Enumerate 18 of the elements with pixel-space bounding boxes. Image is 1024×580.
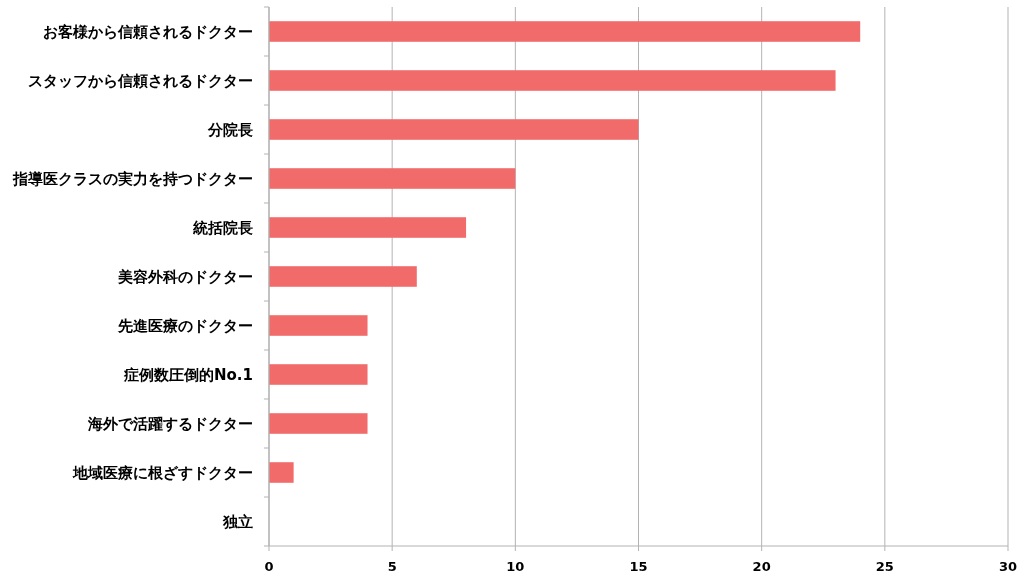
category-label: お客様から信頼されるドクター xyxy=(43,22,253,41)
tick-label: 5 xyxy=(387,558,397,574)
category-label: 独立 xyxy=(223,512,253,531)
category-label: 指導医クラスの実力を持つドクター xyxy=(13,169,253,188)
tick-label: 25 xyxy=(875,558,894,574)
category-label: 統括院長 xyxy=(193,218,253,237)
category-label: 地域医療に根ざすドクター xyxy=(73,463,253,482)
tick-label: 15 xyxy=(629,558,648,574)
tick-label: 20 xyxy=(752,558,771,574)
tick-label: 10 xyxy=(506,558,525,574)
category-label: 分院長 xyxy=(208,120,253,139)
category-label: 美容外科のドクター xyxy=(118,267,253,286)
category-label: 症例数圧倒的No.1 xyxy=(124,365,253,384)
tick-label: 30 xyxy=(998,558,1018,574)
category-label: スタッフから信頼されるドクター xyxy=(28,71,253,90)
tick-label: 0 xyxy=(264,558,274,574)
category-label: 海外で活躍するドクター xyxy=(88,414,253,433)
category-label: 先進医療のドクター xyxy=(118,316,253,335)
